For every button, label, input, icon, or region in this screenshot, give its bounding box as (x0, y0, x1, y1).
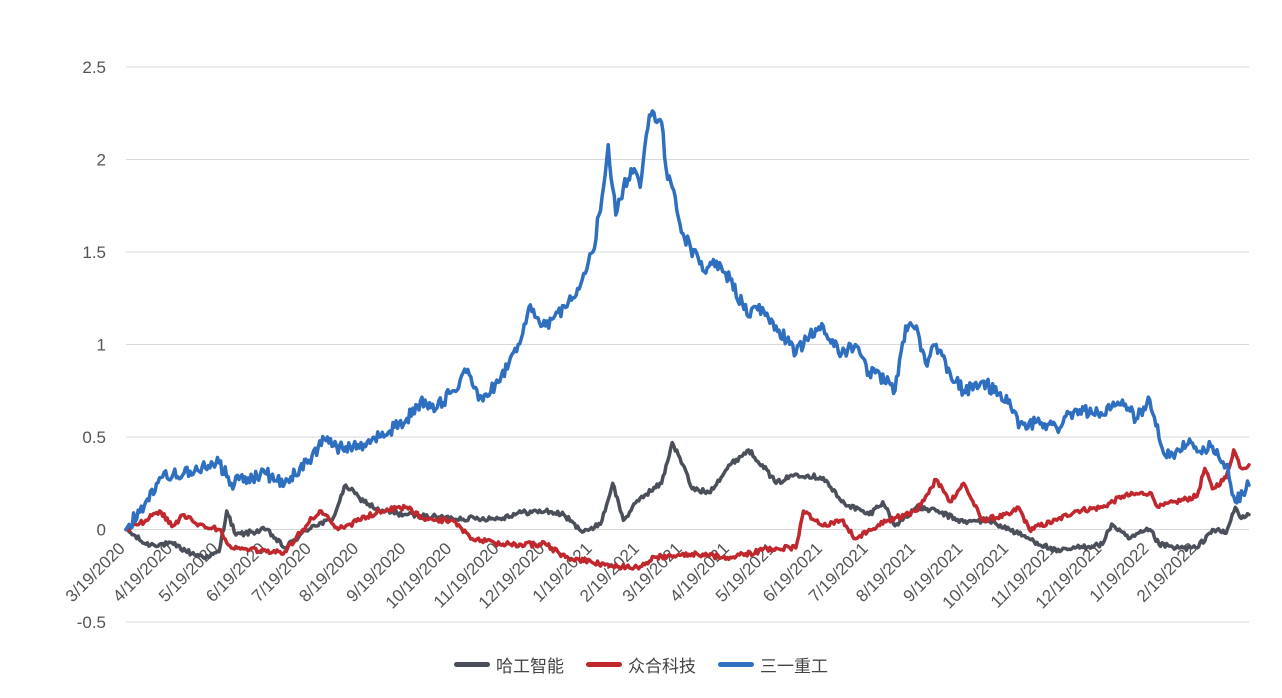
legend-item-2[interactable]: 三一重工 (718, 652, 828, 677)
y-axis-ticks: 2.5 2 1.5 1 0.5 0 -0.5 (77, 58, 106, 632)
legend-label-2: 三一重工 (760, 656, 828, 677)
legend-item-0[interactable]: 哈工智能 (454, 652, 564, 677)
legend-swatch-2 (718, 661, 754, 667)
y-tick-label: 1 (97, 336, 106, 355)
y-tick-label: 2.5 (82, 58, 106, 77)
legend-swatch-0 (454, 661, 490, 667)
y-tick-label: 2 (97, 151, 106, 170)
y-tick-label: -0.5 (77, 613, 106, 632)
series-line-2 (124, 109, 1251, 532)
legend-label-0: 哈工智能 (496, 656, 564, 677)
y-tick-label: 0 (97, 521, 106, 540)
legend-swatch-1 (586, 661, 622, 667)
series-lines (124, 109, 1251, 571)
series-line-1 (124, 448, 1251, 571)
legend-item-1[interactable]: 众合科技 (586, 652, 696, 677)
legend: 哈工智能 众合科技 三一重工 (0, 652, 1282, 677)
legend-label-1: 众合科技 (628, 656, 696, 677)
gridlines (126, 66, 1249, 623)
y-tick-label: 0.5 (82, 428, 106, 447)
y-tick-label: 1.5 (82, 243, 106, 262)
series-line-0 (124, 440, 1251, 561)
